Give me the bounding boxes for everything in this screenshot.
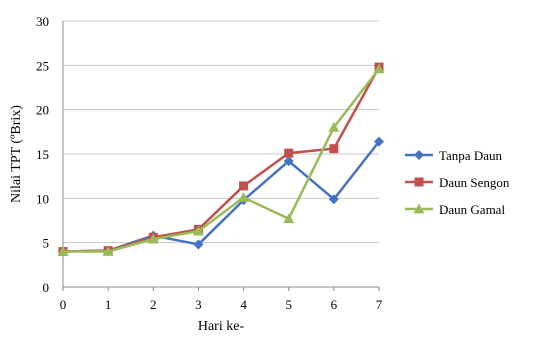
x-tick-label: 5 [285, 297, 292, 312]
series-daun-sengon [58, 62, 384, 257]
x-tick-label: 3 [195, 297, 202, 312]
axes [62, 21, 380, 291]
y-tick-label: 30 [36, 14, 49, 29]
legend-item: Tanpa Daun [405, 148, 502, 163]
legend-item: Daun Sengon [405, 175, 510, 190]
x-tick-label: 7 [376, 297, 383, 312]
data-point [239, 181, 249, 191]
y-tick-label: 0 [43, 280, 50, 295]
data-point [328, 194, 339, 205]
series-line [63, 68, 380, 253]
x-tick-labels: 0 1 2 3 4 5 6 7 [60, 297, 383, 312]
data-point [373, 63, 385, 74]
legend: Tanpa Daun Daun Sengon Daun Gamal [405, 148, 510, 217]
data-point [329, 144, 339, 154]
legend-label: Daun Sengon [439, 175, 510, 190]
x-axis-label: Hari ke- [198, 319, 245, 334]
y-axis-label: Nilai TPT (ºBrix) [9, 105, 24, 203]
data-point [193, 239, 204, 250]
legend-label: Daun Gamal [439, 202, 505, 217]
legend-item: Daun Gamal [405, 202, 505, 217]
data-point [374, 136, 384, 147]
data-point [283, 156, 294, 167]
data-point [147, 233, 159, 244]
legend-swatch-marker [414, 177, 424, 187]
series-tanpa-daun [58, 136, 384, 257]
data-point [283, 213, 295, 224]
x-tick-label: 0 [60, 297, 67, 312]
x-tick-label: 1 [105, 297, 112, 312]
y-tick-label: 15 [36, 147, 49, 162]
gridlines [63, 20, 379, 244]
x-tick-label: 6 [331, 297, 338, 312]
data-point [328, 121, 340, 132]
data-point [238, 191, 250, 202]
y-tick-label: 5 [43, 236, 50, 251]
x-tick-label: 2 [150, 297, 157, 312]
y-tick-label: 20 [36, 103, 49, 118]
y-tick-labels: 0 5 10 15 20 25 30 [36, 14, 49, 295]
data-point [57, 246, 69, 256]
legend-swatch-marker [414, 150, 424, 160]
legend-swatch-marker [413, 203, 425, 214]
legend-label: Tanpa Daun [439, 148, 502, 163]
x-tick-label: 4 [240, 297, 247, 312]
y-tick-label: 10 [36, 191, 49, 206]
y-tick-label: 25 [36, 58, 49, 73]
series-daun-gamal [57, 63, 385, 256]
data-point [102, 246, 114, 256]
data-point [284, 148, 294, 158]
data-point [192, 225, 204, 236]
series-lines [57, 62, 385, 257]
